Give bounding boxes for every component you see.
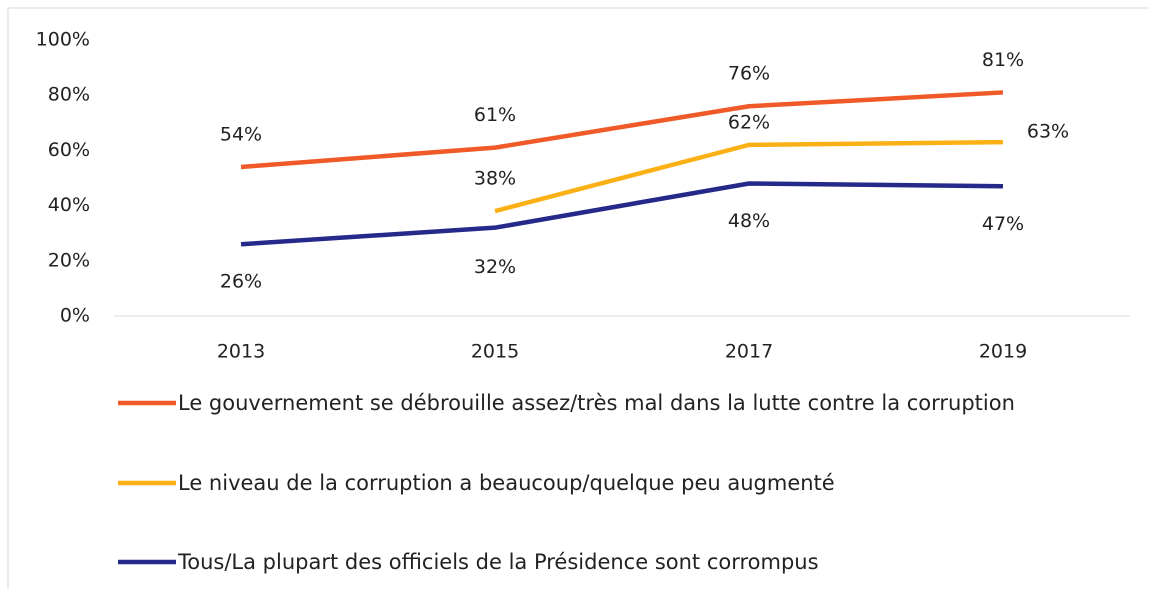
x-tick-label: 2015: [471, 341, 519, 363]
data-label: 32%: [474, 256, 516, 278]
y-tick-label: 20%: [48, 249, 90, 271]
x-tick-label: 2013: [217, 341, 265, 363]
series-line: [240, 181, 1004, 247]
data-label: 81%: [982, 49, 1024, 71]
series-line: [240, 90, 1004, 170]
y-tick-label: 0%: [60, 305, 90, 327]
data-label: 62%: [728, 111, 770, 133]
y-tick-label: 40%: [48, 194, 90, 216]
data-label: 26%: [220, 271, 262, 293]
data-label: 76%: [728, 63, 770, 85]
y-tick-label: 80%: [48, 84, 90, 106]
legend-label: Le niveau de la corruption a beaucoup/qu…: [178, 471, 835, 495]
legend-label: Le gouvernement se débrouille assez/très…: [178, 391, 1015, 415]
x-tick-label: 2019: [979, 341, 1027, 363]
legend-label: Tous/La plupart des officiels de la Prés…: [178, 550, 819, 574]
data-label: 63%: [1027, 121, 1069, 143]
data-label: 47%: [982, 213, 1024, 235]
x-tick-label: 2017: [725, 341, 773, 363]
y-tick-label: 100%: [36, 29, 90, 51]
series-line: [494, 139, 1004, 214]
data-label: 48%: [728, 210, 770, 232]
data-label: 54%: [220, 123, 262, 145]
data-label: 38%: [474, 168, 516, 190]
data-label: 61%: [474, 104, 516, 126]
y-tick-label: 60%: [48, 139, 90, 161]
